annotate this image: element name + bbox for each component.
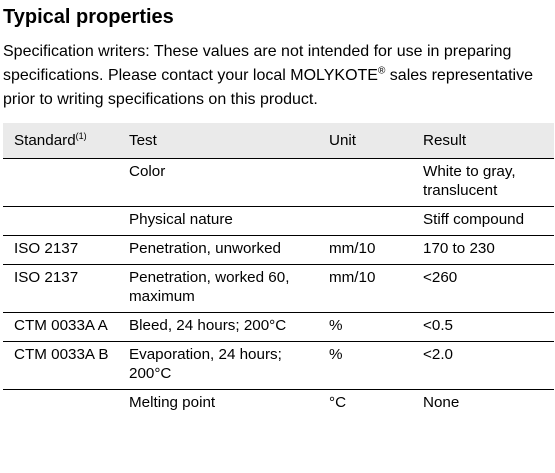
cell-result: <260	[412, 264, 554, 313]
cell-standard: ISO 2137	[3, 235, 118, 265]
table-row: Physical nature Stiff compound	[3, 206, 554, 236]
cell-test: Melting point	[129, 394, 216, 411]
cell-test: Evaporation, 24 hours; 200°C	[118, 341, 318, 390]
cell-unit: mm/10	[318, 235, 412, 265]
cell-unit	[318, 158, 412, 207]
cell-unit: mm/10	[318, 264, 412, 313]
cell-unit: %	[318, 341, 412, 390]
cell-result: <2.0	[412, 341, 554, 390]
intro-text: Specification writers: These values are …	[3, 43, 512, 84]
footnote-marker: (1)	[75, 130, 87, 141]
cell-unit: °C	[329, 394, 347, 411]
table-row: Color White to gray, translucent	[3, 158, 554, 207]
cell-test: Color	[118, 158, 318, 207]
header-standard: Standard(1)	[3, 123, 118, 159]
cell-standard: CTM 0033A B	[3, 341, 118, 390]
cell-standard: ISO 2137	[3, 264, 118, 313]
section-heading: Typical properties	[3, 6, 174, 28]
header-test: Test	[118, 123, 318, 159]
table-row: ISO 2137 Penetration, unworked mm/10 170…	[3, 235, 554, 265]
table-row: ISO 2137 Penetration, worked 60, maximum…	[3, 264, 554, 313]
cell-test: Bleed, 24 hours; 200°C	[118, 312, 318, 342]
intro-text-after: sales representative prior to writing sp…	[3, 67, 533, 108]
cell-test: Physical nature	[118, 206, 318, 236]
table-header-row: Standard(1) Test Unit Result	[3, 123, 554, 159]
cell-standard	[3, 158, 118, 207]
table-row: CTM 0033A B Evaporation, 24 hours; 200°C…	[3, 341, 554, 390]
properties-table-wrapper: Standard(1) Test Unit Result Color White…	[3, 123, 554, 418]
cell-standard: CTM 0033A A	[3, 312, 118, 342]
properties-table: Standard(1) Test Unit Result Color White…	[3, 123, 554, 418]
cell-unit	[318, 206, 412, 236]
cell-result: Stiff compound	[412, 206, 554, 236]
cell-unit: %	[318, 312, 412, 342]
cell-test: Penetration, worked 60, maximum	[118, 264, 318, 313]
cell-test: Penetration, unworked	[118, 235, 318, 265]
header-standard-label: Standard	[14, 132, 76, 149]
table-row: CTM 0033A A Bleed, 24 hours; 200°C % <0.…	[3, 312, 554, 342]
header-result: Result	[412, 123, 554, 159]
cell-result: <0.5	[412, 312, 554, 342]
intro-paragraph: Specification writers: These values are …	[3, 40, 553, 112]
header-unit: Unit	[318, 123, 412, 159]
registered-mark: ®	[377, 65, 386, 77]
cell-result: 170 to 230	[412, 235, 554, 265]
cell-standard	[3, 390, 118, 419]
cell-standard	[3, 206, 118, 236]
cell-result: None	[423, 394, 460, 411]
table-row: Melting point °C None	[3, 390, 554, 419]
cell-result: White to gray, translucent	[412, 158, 554, 207]
